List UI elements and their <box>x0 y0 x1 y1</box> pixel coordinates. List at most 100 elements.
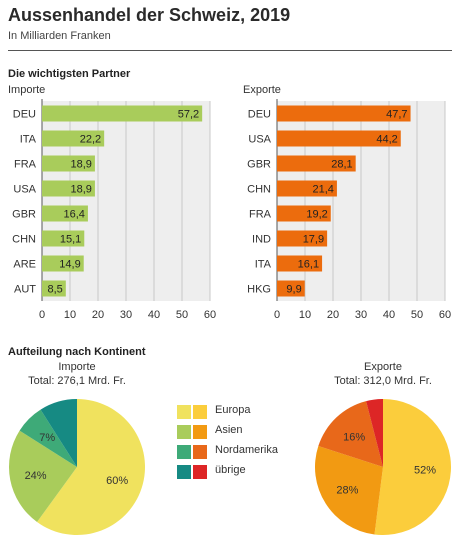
bar <box>42 255 84 272</box>
pie-slice <box>37 399 145 535</box>
pie-total: Total: 276,1 Mrd. Fr. <box>28 375 126 387</box>
pie-data-label: 7% <box>39 432 55 444</box>
page-title: Aussenhandel der Schweiz, 2019 <box>8 5 291 25</box>
bar <box>277 230 328 247</box>
category-label: ITA <box>255 259 272 271</box>
legend-swatch-import <box>177 425 191 439</box>
legend-swatch-export <box>193 465 207 479</box>
data-label: 18,9 <box>70 184 91 196</box>
data-label: 57,2 <box>178 109 199 121</box>
x-tick-label: 10 <box>64 309 76 321</box>
legend-label: Asien <box>215 424 243 436</box>
bar <box>277 205 331 222</box>
pie-slice <box>374 399 452 535</box>
x-tick-label: 30 <box>120 309 132 321</box>
bar <box>42 180 95 197</box>
bar <box>42 205 88 222</box>
page-subtitle: In Milliarden Franken <box>8 30 111 42</box>
data-label: 22,2 <box>80 134 101 146</box>
legend-swatch-import <box>177 465 191 479</box>
x-tick-label: 50 <box>411 309 423 321</box>
bar <box>277 255 323 272</box>
data-label: 8,5 <box>48 284 63 296</box>
bar <box>277 180 337 197</box>
pie-data-label: 24% <box>25 470 47 482</box>
bar <box>42 130 105 147</box>
data-label: 19,2 <box>306 209 327 221</box>
data-label: 9,9 <box>286 284 301 296</box>
bar <box>42 105 203 122</box>
legend-swatch-export <box>193 445 207 459</box>
exports-bar-chart-title: Exporte <box>243 84 281 96</box>
imports-pie-chart: Importe Total: 276,1 Mrd. Fr. 60% 24% 7% <box>8 361 145 535</box>
category-label: USA <box>248 134 271 146</box>
legend-swatch-export <box>193 405 207 419</box>
category-label: HKG <box>247 284 271 296</box>
exports-pie-chart: Exporte Total: 312,0 Mrd. Fr. 52% 28% 16% <box>314 361 452 535</box>
legend-label: übrige <box>215 464 246 476</box>
bar <box>277 105 411 122</box>
category-label: IND <box>252 234 271 246</box>
imports-bar-chart: 0 10 20 30 40 50 60 DEU 57,2 ITA 22,2 FRA 18,9 USA 18,… <box>12 99 216 321</box>
category-label: FRA <box>249 209 272 221</box>
category-label: ARE <box>13 259 36 271</box>
data-label: 15,1 <box>60 234 81 246</box>
x-tick-label: 20 <box>92 309 104 321</box>
data-label: 44,2 <box>376 134 397 146</box>
legend-swatch-import <box>177 405 191 419</box>
bar <box>42 155 95 172</box>
data-label: 16,1 <box>298 259 319 271</box>
category-label: GBR <box>12 209 36 221</box>
pie-slice <box>314 445 383 535</box>
legend-swatch-export <box>193 425 207 439</box>
pie-title: Importe <box>58 361 95 373</box>
x-tick-label: 20 <box>327 309 339 321</box>
header-divider <box>8 50 452 51</box>
category-label: ITA <box>20 134 37 146</box>
pie-slice <box>318 401 383 467</box>
category-label: USA <box>13 184 36 196</box>
pie-total: Total: 312,0 Mrd. Fr. <box>334 375 432 387</box>
x-tick-label: 10 <box>299 309 311 321</box>
pie-data-label: 52% <box>414 465 436 477</box>
bar <box>277 280 305 297</box>
data-label: 16,4 <box>63 209 84 221</box>
data-label: 21,4 <box>312 184 333 196</box>
bar <box>277 155 356 172</box>
x-tick-label: 30 <box>355 309 367 321</box>
pie-slice <box>366 399 383 467</box>
legend-label: Nordamerika <box>215 444 278 456</box>
exports-bar-chart: 0 10 20 30 40 50 60 DEU 47,7 USA 44,2 GBR 28,1 CHN 21,… <box>247 99 451 321</box>
legend-label: Europa <box>215 404 251 416</box>
x-tick-label: 50 <box>176 309 188 321</box>
data-label: 47,7 <box>386 109 407 121</box>
data-label: 17,9 <box>303 234 324 246</box>
pie-data-label: 16% <box>343 431 365 443</box>
x-tick-label: 0 <box>274 309 280 321</box>
x-tick-label: 60 <box>204 309 216 321</box>
category-label: FRA <box>14 159 37 171</box>
pie-slice <box>40 399 77 467</box>
bar <box>42 280 66 297</box>
section-title-partners: Die wichtigsten Partner <box>8 68 131 80</box>
category-label: GBR <box>247 159 271 171</box>
data-label: 14,9 <box>59 259 80 271</box>
data-label: 28,1 <box>331 159 352 171</box>
x-tick-label: 60 <box>439 309 451 321</box>
legend-swatch-import <box>177 445 191 459</box>
imports-bar-chart-title: Importe <box>8 84 46 96</box>
category-label: DEU <box>13 109 36 121</box>
category-label: AUT <box>14 284 36 296</box>
pie-data-label: 28% <box>336 485 358 497</box>
pie-title: Exporte <box>364 361 402 373</box>
category-label: CHN <box>247 184 271 196</box>
pie-slice <box>8 430 78 523</box>
data-label: 18,9 <box>70 159 91 171</box>
x-tick-label: 0 <box>39 309 45 321</box>
x-tick-label: 40 <box>148 309 160 321</box>
bar <box>42 230 85 247</box>
category-label: DEU <box>248 109 271 121</box>
x-tick-label: 40 <box>383 309 395 321</box>
bar <box>277 130 401 147</box>
